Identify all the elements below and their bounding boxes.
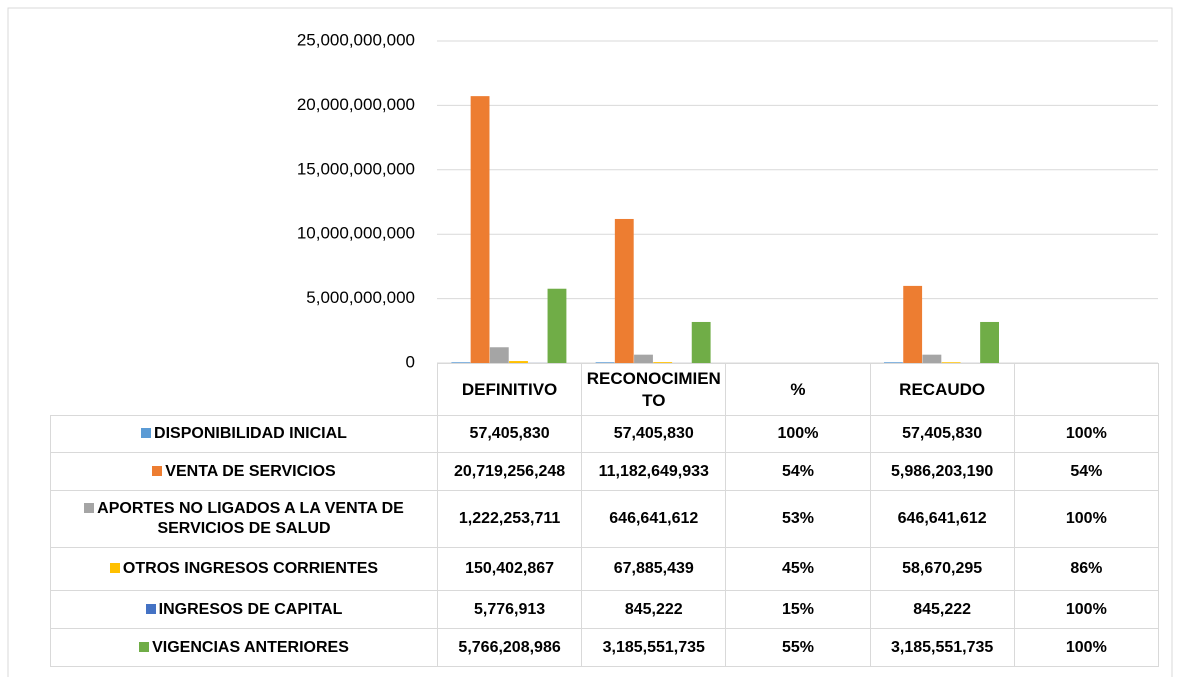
data-row: VIGENCIAS ANTERIORES 5,766,208,986 3,185,5… (50, 628, 1159, 667)
legend-item: VENTA DE SERVICIOS (50, 452, 438, 491)
table-cell: 100% (1013, 628, 1159, 667)
bar (509, 361, 528, 363)
data-row: OTROS INGRESOS CORRIENTES 150,402,867 67,8… (50, 547, 1159, 591)
legend-label: DISPONIBILIDAD INICIAL (154, 425, 347, 442)
table-cell: 646,641,612 (869, 490, 1015, 548)
legend-label: OTROS INGRESOS CORRIENTES (122, 560, 379, 577)
table-cell: 845,222 (581, 590, 727, 629)
y-tick-label: 0 (406, 352, 415, 371)
data-table: DEFINITIVO RECONOCIMIENTO% RECAUDO DISPONIB… (50, 363, 1159, 667)
legend-swatch (145, 603, 156, 614)
table-cell: 67,885,439 (581, 547, 727, 591)
legend-item: APORTES NO LIGADOS A LA VENTA DE SERVICI… (50, 490, 438, 548)
table-cell: 54% (725, 452, 871, 491)
x-tick-label: RECAUDO (869, 363, 1015, 416)
table-cell: 45% (725, 547, 871, 591)
data-row: APORTES NO LIGADOS A LA VENTA DE SERVICI… (50, 490, 1159, 548)
legend-swatch (109, 563, 120, 573)
data-row: VENTA DE SERVICIOS 20,719,256,248 11,182,6… (50, 452, 1159, 491)
bar (614, 218, 634, 363)
y-tick-label: 15,000,000,000 (297, 159, 415, 178)
legend-item: VIGENCIAS ANTERIORES (50, 628, 438, 667)
y-tick-label: 10,000,000,000 (297, 224, 415, 243)
table-cell: 3,185,551,735 (869, 628, 1015, 667)
table-cell: 150,402,867 (436, 547, 583, 591)
table-cell: 55% (725, 628, 871, 667)
bar (489, 347, 509, 363)
bar (547, 288, 567, 363)
bar (634, 354, 653, 363)
legend-swatch (152, 465, 163, 476)
data-row: DISPONIBILIDAD INICIAL 57,405,830 57,405,8… (50, 415, 1159, 453)
legend-swatch (139, 641, 150, 652)
x-tick-label: DEFINITIVO (436, 363, 583, 416)
data-row: INGRESOS DE CAPITAL 5,776,913 845,222 15% 84… (50, 590, 1159, 629)
table-cell: 53% (725, 490, 871, 548)
bar (903, 285, 923, 363)
bar (653, 362, 673, 363)
y-tick-label: 20,000,000,000 (297, 95, 415, 114)
table-cell: 100% (725, 415, 871, 453)
bar (980, 321, 999, 363)
x-tick-label: RECONOCIMIENTO (581, 363, 727, 416)
bar (595, 362, 615, 363)
frame (7, 7, 1173, 677)
legend-swatch (84, 503, 95, 513)
table-cell: 100% (1013, 490, 1159, 548)
table-cell: 57,405,830 (581, 415, 727, 453)
legend-label: VIGENCIAS ANTERIORES (152, 638, 349, 656)
table-cell: 5,986,203,190 (869, 452, 1015, 491)
legend-label: APORTES NO LIGADOS A LA VENTA DE SERVICI… (97, 500, 404, 537)
bar (691, 321, 711, 363)
table-cell: 100% (1013, 590, 1159, 629)
table-cell: 100% (1013, 415, 1159, 453)
table-cell: 646,641,612 (581, 490, 727, 548)
table-cell: 20,719,256,248 (436, 452, 583, 491)
bar (884, 362, 903, 363)
y-tick-label: 25,000,000,000 (297, 30, 415, 49)
bar (922, 354, 942, 363)
table-cell: 54% (1013, 452, 1159, 491)
table-cell: 57,405,830 (869, 415, 1015, 453)
table-cell: 1,222,253,711 (436, 490, 583, 548)
legend-swatch (141, 428, 152, 438)
table-cell: 3,185,551,735 (581, 628, 727, 667)
table-cell: 845,222 (869, 590, 1015, 629)
legend-label: INGRESOS DE CAPITAL (158, 600, 343, 618)
table-cell: 86% (1013, 547, 1159, 591)
bar (941, 362, 961, 363)
x-tick-label: % (725, 363, 871, 416)
y-tick-label: 5,000,000,000 (306, 288, 415, 307)
x-tick-label (1013, 363, 1159, 416)
table-cell: 5,766,208,986 (436, 628, 583, 667)
table-cell: 11,182,649,933 (581, 452, 727, 491)
table-cell: 5,776,913 (436, 590, 583, 629)
legend-item: OTROS INGRESOS CORRIENTES (50, 547, 438, 591)
table-cell: 57,405,830 (436, 415, 583, 453)
table-cell: 15% (725, 590, 871, 629)
bar (451, 362, 471, 363)
header-row: DEFINITIVO RECONOCIMIENTO% RECAUDO (51, 363, 1159, 416)
legend-label: VENTA DE SERVICIOS (165, 462, 336, 480)
legend-item: INGRESOS DE CAPITAL (50, 590, 438, 629)
legend-item: DISPONIBILIDAD INICIAL (50, 415, 438, 453)
table-cell: 58,670,295 (869, 547, 1015, 591)
corner (51, 364, 438, 416)
bar (470, 96, 490, 363)
